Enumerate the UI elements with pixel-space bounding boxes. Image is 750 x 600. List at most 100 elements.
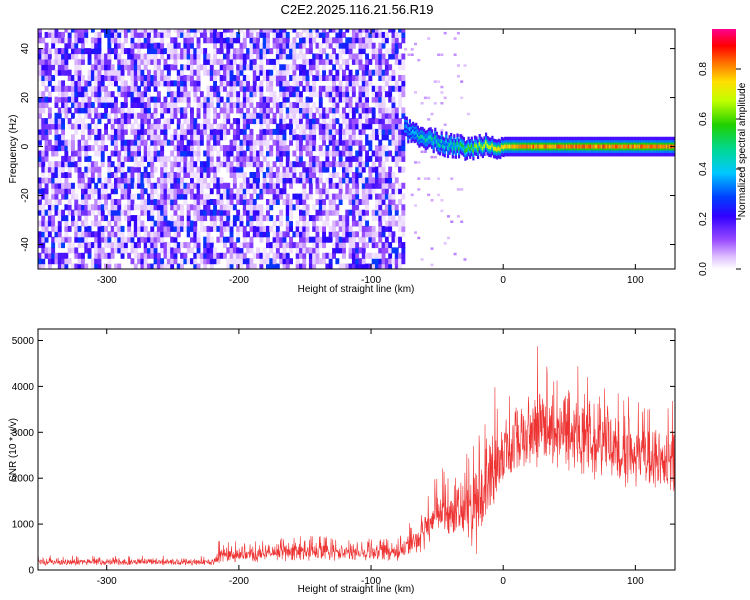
heatmap-cell — [391, 69, 396, 76]
heatmap-cell — [272, 252, 277, 259]
signal-trace-cell — [513, 144, 516, 149]
heatmap-cell — [67, 155, 72, 162]
signal-trace-cell — [529, 144, 532, 149]
heatmap-cell — [295, 204, 300, 211]
heatmap-cell — [371, 91, 376, 98]
heatmap-cell — [275, 139, 280, 146]
heatmap-cell — [193, 236, 198, 243]
heatmap-cell — [375, 258, 379, 265]
heatmap-cell — [74, 75, 79, 81]
heatmap-cell — [213, 258, 217, 265]
heatmap-cell — [348, 102, 353, 108]
heatmap-cell — [236, 166, 241, 173]
heatmap-cell — [190, 155, 194, 162]
heatmap-cell — [381, 107, 386, 114]
heatmap-cell — [315, 182, 320, 189]
heatmap-cell — [246, 247, 250, 254]
heatmap-cell — [361, 215, 366, 222]
heatmap-cell — [348, 188, 353, 195]
heatmap-cell — [143, 242, 148, 249]
heatmap-cell — [246, 53, 250, 60]
heatmap-cell — [153, 107, 158, 114]
heatmap-cell — [219, 64, 224, 71]
heatmap-cell — [107, 48, 112, 55]
heatmap-cell — [206, 123, 211, 130]
heatmap-cell — [365, 102, 369, 108]
heatmap-cell — [104, 225, 108, 232]
heatmap-cell — [203, 118, 208, 125]
heatmap-cell — [226, 215, 231, 222]
signal-trace-cell — [450, 140, 453, 145]
heatmap-cell — [299, 263, 303, 269]
heatmap-cell — [117, 53, 122, 60]
heatmap-cell — [97, 96, 102, 103]
heatmap-cell — [269, 188, 274, 195]
heatmap-cell — [378, 199, 383, 205]
heatmap-cell — [289, 242, 293, 249]
heatmap-cell — [262, 155, 267, 162]
heatmap-cell — [147, 182, 151, 189]
heatmap-cell — [328, 236, 333, 243]
heatmap-cell — [130, 58, 135, 65]
heatmap-cell — [153, 128, 158, 135]
heatmap-cell — [401, 220, 406, 227]
signal-trace-cell — [519, 144, 522, 149]
heatmap-cell — [332, 155, 336, 162]
heatmap-cell — [239, 29, 244, 33]
heatmap-cell — [232, 247, 237, 254]
heatmap-cell — [163, 242, 168, 249]
heatmap-cell — [114, 37, 118, 44]
heatmap-cell — [391, 29, 396, 33]
heatmap-cell — [358, 215, 363, 222]
heatmap-cell — [38, 236, 42, 243]
heatmap-cell — [120, 85, 125, 92]
heatmap-cell — [335, 209, 340, 216]
heatmap-cell — [54, 48, 59, 55]
heatmap-cell — [355, 182, 360, 189]
heatmap-cell — [54, 252, 59, 259]
heatmap-cell — [87, 209, 92, 216]
heatmap-cell — [358, 123, 363, 130]
heatmap-cell — [322, 91, 326, 98]
heatmap-cell — [114, 182, 118, 189]
heatmap-cell — [90, 64, 95, 71]
y-tick-label: 0 — [28, 566, 34, 577]
heatmap-cell — [117, 29, 122, 33]
heatmap-cell — [120, 155, 125, 162]
heatmap-cell — [355, 69, 360, 76]
heatmap-cell — [97, 258, 102, 265]
heatmap-cell — [365, 64, 369, 71]
heatmap-cell — [282, 69, 287, 76]
heatmap-cell — [84, 139, 89, 146]
heatmap-cell — [335, 161, 340, 168]
signal-trace-cell — [473, 143, 477, 148]
heatmap-cell — [223, 134, 227, 141]
heatmap-cell — [381, 177, 386, 184]
heatmap-cell — [47, 91, 52, 98]
heatmap-cell — [173, 209, 178, 216]
heatmap-cell — [299, 247, 303, 254]
heatmap-cell — [166, 102, 171, 108]
heatmap-cell — [355, 209, 360, 216]
heatmap-cell — [51, 150, 56, 157]
heatmap-cell — [71, 80, 75, 87]
heatmap-cell — [104, 112, 108, 119]
heatmap-cell — [229, 236, 234, 243]
heatmap-cell — [147, 247, 151, 254]
heatmap-cell — [77, 69, 82, 76]
heatmap-cell — [173, 29, 178, 33]
heatmap-cell — [190, 145, 194, 152]
heatmap-cell — [153, 155, 158, 162]
heatmap-cell — [120, 236, 125, 243]
heatmap-cell — [38, 112, 42, 119]
heatmap-cell — [242, 161, 247, 168]
heatmap-cell — [183, 31, 188, 38]
signal-trace-cell — [518, 144, 521, 149]
heatmap-cell — [249, 172, 254, 178]
heatmap-cell — [193, 31, 198, 38]
heatmap-cell — [206, 172, 211, 178]
heatmap-cell — [150, 263, 155, 269]
heatmap-cell — [335, 220, 340, 227]
heatmap-cell — [166, 31, 171, 38]
heatmap-cell — [328, 150, 333, 157]
